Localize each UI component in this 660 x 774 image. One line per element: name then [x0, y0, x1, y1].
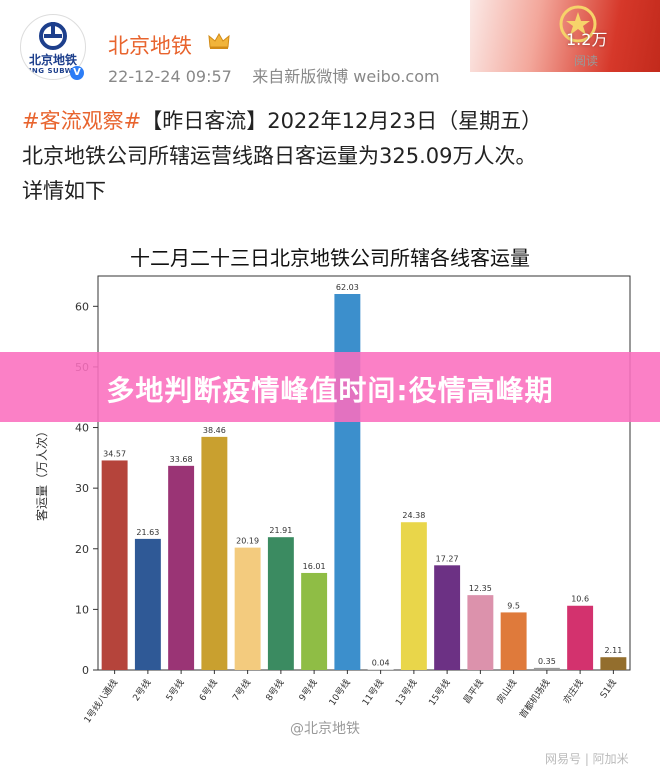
post-source[interactable]: 来自新版微博 weibo.com: [252, 67, 440, 86]
y-axis-label: 客运量（万人次）: [34, 425, 49, 521]
bar: [301, 572, 328, 670]
y-tick-label: 30: [75, 482, 89, 495]
beijing-subway-logo-icon: [39, 22, 67, 50]
bar: [134, 538, 161, 670]
avatar[interactable]: 北京地铁 IJING SUBWAY: [20, 14, 86, 80]
verified-badge-icon: V: [70, 66, 84, 80]
bar: [567, 605, 594, 670]
bar-value-label: 9.5: [507, 601, 520, 610]
footer-mark: 网易号 | 阿加米: [545, 752, 629, 766]
bar: [533, 667, 560, 670]
bar-value-label: 10.6: [571, 595, 589, 604]
post-body: #客流观察#【昨日客流】2022年12月23日（星期五） 北京地铁公司所辖运营线…: [22, 104, 642, 209]
y-tick-label: 60: [75, 300, 89, 313]
bar: [201, 436, 228, 670]
x-tick-label: 11号线: [359, 677, 386, 708]
reads-label: 阅读: [574, 54, 599, 68]
post-line-3: 详情如下: [22, 179, 106, 203]
x-tick-label: 9号线: [296, 677, 319, 703]
x-tick-label: 1号线八通线: [81, 677, 120, 725]
bar-value-label: 38.46: [203, 426, 226, 435]
plot-frame: [97, 275, 631, 671]
post-line-1: #客流观察#【昨日客流】2022年12月23日（星期五）: [22, 104, 642, 139]
headline-text: 多地判断疫情峰值时间:役情高峰期: [106, 374, 554, 407]
emblem-icon: [559, 5, 597, 43]
hashtag-link[interactable]: #客流观察#: [22, 109, 142, 133]
y-tick-label: 10: [75, 603, 89, 616]
bar: [600, 657, 627, 670]
bar-value-label: 0.04: [372, 658, 390, 667]
crown-icon: [208, 32, 230, 49]
bar-value-label: 12.35: [469, 584, 492, 593]
post-line-2: 北京地铁公司所辖运营线路日客运量为325.09万人次。: [22, 144, 537, 168]
chart-title: 十二月二十三日北京地铁公司所辖各线客运量: [130, 246, 530, 270]
post-timestamp: 22-12-24 09:57: [108, 67, 232, 86]
x-tick-label: 15号线: [426, 677, 453, 708]
bar: [267, 537, 294, 670]
avatar-name: 北京地铁: [28, 53, 77, 67]
bar: [101, 460, 128, 670]
y-tick-label: 20: [75, 543, 89, 556]
bar: [168, 465, 195, 670]
bar: [400, 522, 427, 670]
x-tick-label: 10号线: [326, 677, 353, 708]
post-meta: 22-12-24 09:57 来自新版微博 weibo.com: [108, 63, 440, 87]
bar-value-label: 24.38: [402, 511, 425, 520]
x-tick-label: 13号线: [393, 677, 420, 708]
bar: [234, 547, 261, 670]
bar: [334, 294, 361, 670]
bar-value-label: 33.68: [170, 455, 193, 464]
bar-value-label: 2.11: [604, 646, 622, 655]
y-tick-label: 40: [75, 422, 89, 435]
ridership-bar-chart: 0102030405060客运量（万人次）34.571号线八通线21.632号线…: [34, 275, 631, 725]
x-tick-label: 7号线: [230, 677, 253, 703]
x-tick-label: 2号线: [130, 677, 153, 703]
x-tick-label: 昌平线: [461, 677, 486, 706]
avatar-subtext: IJING SUBWAY: [22, 67, 84, 75]
x-tick-label: 房山线: [494, 677, 519, 706]
bar-value-label: 17.27: [436, 554, 459, 563]
festive-banner: [470, 0, 660, 72]
x-tick-label: 5号线: [163, 677, 186, 703]
x-tick-label: 亦庄线: [560, 677, 585, 706]
bar-value-label: 62.03: [336, 283, 359, 292]
y-tick-label: 0: [82, 664, 89, 677]
x-tick-label: S1线: [597, 677, 619, 701]
reads-count: 1.2万: [566, 30, 608, 49]
post-line-1-text: 【昨日客流】2022年12月23日（星期五）: [141, 109, 543, 133]
bar: [500, 612, 527, 670]
bar-value-label: 20.19: [236, 537, 259, 546]
bar: [467, 595, 494, 670]
x-tick-label: 首都机场线: [517, 677, 553, 721]
watermark: @北京地铁: [290, 721, 360, 737]
bar: [434, 565, 461, 670]
bar: [367, 669, 394, 670]
post-header: 北京地铁 IJING SUBWAY V 北京地铁 22-12-24 09:57 …: [0, 0, 660, 96]
x-tick-label: 8号线: [263, 677, 286, 703]
x-tick-label: 6号线: [196, 677, 219, 703]
bar-value-label: 21.91: [269, 526, 292, 535]
bar-value-label: 0.35: [538, 657, 556, 666]
headline-overlay: 多地判断疫情峰值时间:役情高峰期: [0, 352, 660, 422]
bar-value-label: 21.63: [136, 528, 159, 537]
bar-value-label: 16.01: [303, 562, 326, 571]
bar-value-label: 34.57: [103, 449, 126, 458]
chart-image[interactable]: 0102030405060客运量（万人次）34.571号线八通线21.632号线…: [0, 228, 660, 748]
username[interactable]: 北京地铁: [108, 34, 192, 58]
